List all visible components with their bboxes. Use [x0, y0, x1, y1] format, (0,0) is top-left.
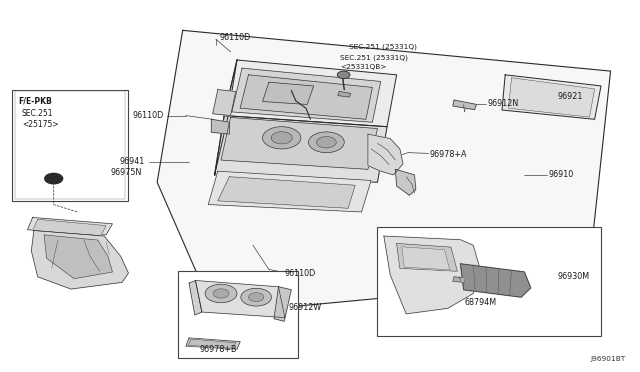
Text: <25331QB>: <25331QB> — [340, 64, 387, 70]
Polygon shape — [508, 78, 595, 117]
Polygon shape — [338, 92, 351, 97]
Circle shape — [308, 132, 344, 153]
Circle shape — [262, 127, 301, 149]
Polygon shape — [221, 118, 378, 169]
Polygon shape — [195, 280, 285, 318]
Text: <25175>: <25175> — [22, 120, 58, 129]
Polygon shape — [218, 177, 355, 208]
Polygon shape — [224, 60, 397, 127]
Polygon shape — [232, 68, 381, 122]
Circle shape — [271, 132, 292, 144]
Text: 96930M: 96930M — [557, 272, 589, 281]
Text: 96978+B: 96978+B — [200, 344, 237, 353]
Circle shape — [45, 173, 63, 184]
Text: 96912N: 96912N — [487, 99, 518, 108]
Polygon shape — [186, 338, 240, 349]
Text: 68794M: 68794M — [465, 298, 497, 307]
Text: 96110D: 96110D — [132, 111, 164, 120]
Polygon shape — [214, 116, 387, 182]
Polygon shape — [211, 119, 229, 134]
Polygon shape — [461, 264, 531, 297]
Circle shape — [248, 293, 264, 302]
Text: SEC.251 (25331Q): SEC.251 (25331Q) — [340, 54, 408, 61]
Circle shape — [241, 288, 271, 306]
Text: 96910: 96910 — [548, 170, 574, 179]
Circle shape — [337, 71, 350, 78]
Text: 96978+A: 96978+A — [430, 150, 467, 159]
Text: 96921: 96921 — [557, 92, 583, 101]
Polygon shape — [453, 100, 476, 110]
Polygon shape — [397, 243, 458, 271]
Polygon shape — [28, 218, 113, 235]
Text: 96975N: 96975N — [111, 168, 142, 177]
Polygon shape — [453, 277, 466, 282]
Circle shape — [213, 289, 229, 298]
Polygon shape — [502, 75, 601, 119]
Text: 96941: 96941 — [120, 157, 145, 166]
Polygon shape — [208, 171, 371, 212]
Polygon shape — [396, 169, 416, 195]
Text: 96912W: 96912W — [288, 303, 321, 312]
Bar — [378, 227, 601, 336]
Polygon shape — [44, 235, 113, 279]
Text: SEC.251: SEC.251 — [22, 109, 53, 118]
Text: 96110D: 96110D — [285, 269, 316, 278]
Polygon shape — [262, 82, 314, 105]
Circle shape — [205, 284, 237, 303]
Text: SEC.251 (25331Q): SEC.251 (25331Q) — [349, 44, 417, 50]
Polygon shape — [402, 247, 450, 270]
Polygon shape — [188, 339, 236, 348]
Text: F/E-PKB: F/E-PKB — [19, 96, 52, 105]
Polygon shape — [212, 90, 236, 116]
Polygon shape — [214, 60, 237, 175]
Polygon shape — [240, 75, 372, 119]
Bar — [15, 92, 125, 199]
Bar — [12, 90, 129, 201]
Polygon shape — [368, 134, 403, 175]
Circle shape — [317, 137, 336, 148]
Polygon shape — [31, 231, 129, 289]
Polygon shape — [274, 287, 291, 321]
Polygon shape — [189, 280, 202, 315]
Polygon shape — [33, 219, 106, 235]
Polygon shape — [157, 31, 611, 314]
Text: J96901BT: J96901BT — [590, 356, 625, 362]
Text: 96110D: 96110D — [219, 33, 250, 42]
Polygon shape — [384, 236, 479, 314]
Bar — [178, 271, 298, 358]
